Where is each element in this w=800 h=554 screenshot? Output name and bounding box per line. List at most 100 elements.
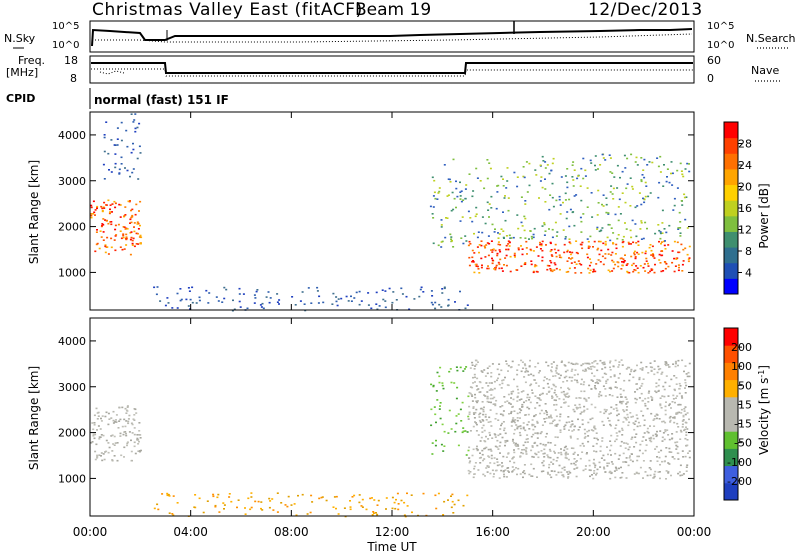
- power-scatter-cell: [639, 228, 642, 230]
- power-scatter-cell: [671, 184, 674, 186]
- power-scatter-cell: [617, 206, 620, 208]
- velocity-scatter-cell: [369, 497, 372, 500]
- power-scatter-cell: [653, 257, 656, 259]
- velocity-scatter-cell: [525, 451, 528, 453]
- velocity-scatter-cell: [584, 398, 587, 401]
- velocity-scatter-cell: [477, 469, 480, 471]
- velocity-scatter-cell: [276, 492, 279, 494]
- power-scatter-cell: [637, 240, 640, 243]
- power-scatter-cell: [524, 217, 527, 220]
- velocity-scatter-cell: [526, 406, 529, 409]
- power-scatter-cell: [191, 286, 194, 289]
- power-scatter-cell: [254, 297, 257, 299]
- velocity-scatter-cell: [620, 396, 623, 398]
- velocity-scatter-cell: [461, 401, 464, 404]
- velocity-scatter-cell: [524, 364, 527, 367]
- velocity-scatter-cell: [130, 439, 132, 442]
- power-scatter-cell: [440, 241, 443, 243]
- velocity-colorbar-label: Velocity [m s-1]: [757, 365, 772, 455]
- power-scatter-cell: [609, 171, 612, 173]
- velocity-scatter-cell: [570, 424, 573, 426]
- power-scatter-cell: [520, 265, 523, 267]
- velocity-scatter-cell: [558, 398, 561, 400]
- velocity-scatter-cell: [477, 434, 480, 436]
- velocity-scatter-cell: [493, 462, 496, 465]
- power-scatter-cell: [96, 229, 98, 231]
- velocity-scatter-cell: [494, 445, 497, 448]
- power-scatter-cell: [631, 188, 634, 190]
- power-scatter-cell: [592, 268, 595, 271]
- velocity-scatter-cell: [486, 465, 489, 467]
- power-scatter-cell: [493, 231, 496, 233]
- velocity-scatter-cell: [657, 384, 660, 387]
- velocity-scatter-cell: [554, 436, 557, 438]
- velocity-scatter-cell: [590, 368, 593, 370]
- velocity-scatter-cell: [635, 441, 638, 444]
- power-scatter-cell: [601, 227, 604, 229]
- velocity-scatter-cell: [590, 388, 593, 390]
- velocity-scatter-cell: [574, 363, 577, 366]
- power-scatter-cell: [505, 254, 508, 257]
- velocity-scatter-cell: [472, 382, 475, 384]
- velocity-scatter-cell: [371, 514, 374, 516]
- power-scatter-cell: [661, 222, 664, 224]
- velocity-scatter-cell: [661, 395, 664, 397]
- power-colorbar-tick-label: 20: [738, 181, 752, 194]
- velocity-scatter-cell: [494, 434, 497, 436]
- power-scatter-cell: [648, 161, 651, 163]
- power-scatter-cell: [132, 142, 134, 145]
- power-scatter-cell: [587, 240, 590, 243]
- velocity-scatter-cell: [502, 421, 505, 423]
- power-scatter-cell: [514, 256, 516, 258]
- power-scatter-cell: [644, 270, 647, 272]
- power-scatter-cell: [676, 169, 679, 172]
- power-scatter-cell: [105, 204, 108, 206]
- velocity-scatter-cell: [584, 465, 587, 467]
- power-scatter-cell: [189, 298, 192, 301]
- power-scatter-cell: [497, 237, 500, 239]
- power-scatter-cell: [673, 197, 676, 200]
- power-scatter-cell: [507, 209, 510, 212]
- power-scatter-cell: [520, 196, 523, 198]
- power-scatter-cell: [119, 204, 122, 206]
- velocity-scatter-cell: [511, 440, 514, 442]
- velocity-scatter-cell: [96, 454, 99, 457]
- velocity-scatter-cell: [512, 398, 515, 401]
- power-scatter-cell: [440, 226, 443, 228]
- power-scatter-cell: [640, 222, 643, 224]
- velocity-scatter-cell: [540, 409, 543, 412]
- velocity-scatter-cell: [90, 442, 93, 444]
- power-scatter-cell: [671, 250, 674, 252]
- power-scatter-cell: [659, 231, 662, 233]
- velocity-scatter-cell: [472, 406, 475, 408]
- power-scatter-cell: [360, 300, 363, 302]
- velocity-colorbar-segment: [724, 328, 738, 346]
- velocity-scatter-cell: [496, 439, 499, 442]
- velocity-scatter-cell: [520, 391, 523, 393]
- velocity-scatter-cell: [498, 373, 501, 376]
- velocity-scatter-cell: [638, 387, 641, 389]
- velocity-scatter-cell: [539, 399, 542, 401]
- velocity-scatter-cell: [601, 368, 604, 370]
- velocity-scatter-cell: [495, 469, 498, 472]
- power-scatter-cell: [607, 213, 610, 215]
- power-scatter-cell: [575, 194, 578, 196]
- velocity-scatter-cell: [507, 453, 510, 455]
- velocity-scatter-cell: [531, 392, 534, 394]
- velocity-scatter-cell: [527, 413, 530, 416]
- velocity-scatter-cell: [616, 396, 619, 398]
- velocity-scatter-cell: [110, 435, 113, 437]
- velocity-scatter-cell: [504, 401, 507, 403]
- velocity-scatter-cell: [650, 412, 653, 415]
- velocity-scatter-cell: [630, 370, 633, 373]
- velocity-scatter-cell: [102, 434, 105, 437]
- velocity-scatter-cell: [648, 437, 651, 440]
- power-scatter-cell: [504, 219, 507, 222]
- power-scatter-cell: [433, 191, 436, 194]
- velocity-scatter-cell: [377, 499, 380, 502]
- velocity-scatter-cell: [546, 454, 549, 456]
- velocity-scatter-cell: [591, 372, 593, 375]
- velocity-scatter-cell: [373, 499, 376, 501]
- velocity-scatter-cell: [643, 424, 646, 427]
